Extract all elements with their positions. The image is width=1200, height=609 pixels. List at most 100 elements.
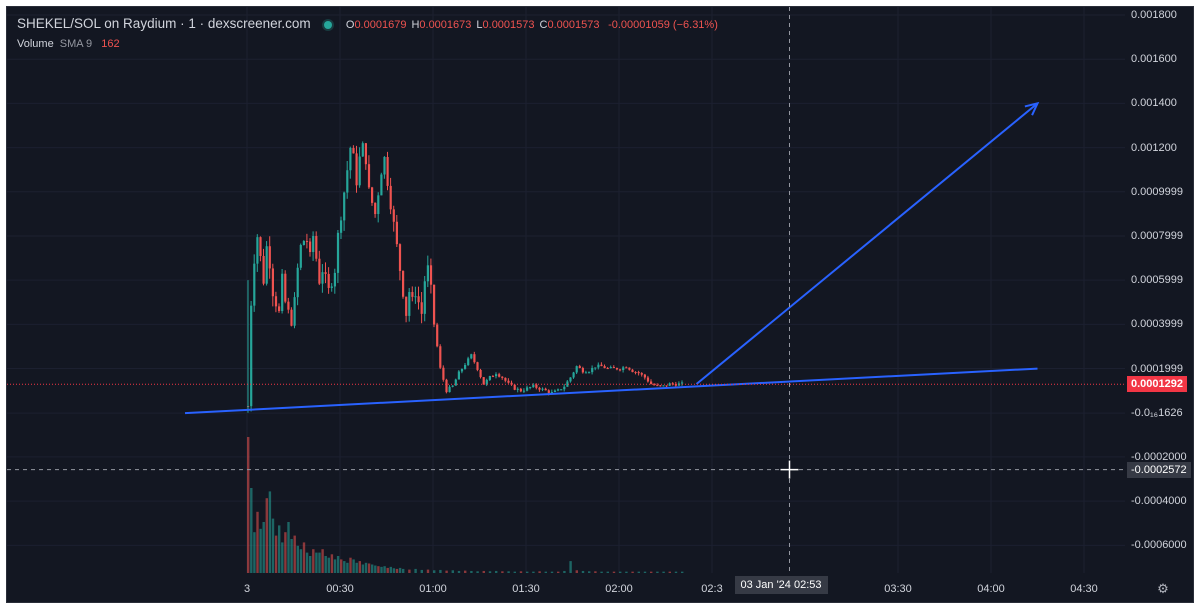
candle-body <box>268 246 271 269</box>
volume-bar <box>445 570 448 573</box>
candle-body <box>253 263 256 306</box>
volume-bar <box>358 561 361 573</box>
candle-body <box>591 367 594 373</box>
crosshair-time-tag: 03 Jan '24 02:53 <box>734 576 828 594</box>
volume-bar <box>343 561 346 573</box>
candle-body <box>448 386 451 393</box>
volume-bar <box>557 571 560 573</box>
candle-body <box>467 358 470 366</box>
candle-body <box>588 372 591 374</box>
volume-bar <box>327 557 330 573</box>
candles <box>247 141 684 413</box>
candle-body <box>634 372 637 374</box>
candle-body <box>603 366 606 369</box>
candle-body <box>671 383 674 385</box>
volume-bar <box>377 566 380 573</box>
price-change: -0.00001059 (−6.31%) <box>608 19 718 31</box>
ohlc-key: L <box>476 19 483 31</box>
candle-body <box>389 185 392 210</box>
volume-bar <box>392 568 396 573</box>
candle-body <box>594 367 597 369</box>
candle-body <box>364 143 367 165</box>
candle-body <box>343 192 346 221</box>
x-tick-label: 01:00 <box>419 583 447 595</box>
candle-body <box>271 268 274 297</box>
volume-bar <box>402 568 405 573</box>
volume-bar <box>352 559 355 573</box>
candle-body <box>299 244 302 268</box>
candle-body <box>495 374 498 377</box>
candle-body <box>482 377 485 385</box>
candle-body <box>386 156 389 186</box>
volume-bar <box>625 571 628 573</box>
volume-bar <box>420 569 423 573</box>
volume-bar <box>631 571 634 573</box>
candle-body <box>377 195 380 215</box>
candle-body <box>352 147 355 154</box>
y-tick-label: 0.0005999 <box>1131 274 1183 287</box>
candle-body <box>550 392 553 394</box>
candle-body <box>519 388 522 392</box>
volume-bar <box>302 542 306 573</box>
candle-body <box>402 270 405 297</box>
candle-body <box>383 156 386 175</box>
candle-body <box>274 296 278 307</box>
ohlc-value: 0.0001673 <box>419 19 472 31</box>
volume-bar <box>476 571 479 573</box>
candle-body <box>597 364 600 368</box>
volume-bar <box>488 571 492 573</box>
candle-body <box>625 367 628 369</box>
volume-bar <box>333 559 337 573</box>
volume-bar <box>305 552 309 573</box>
candle-body <box>380 174 383 196</box>
volume-bar <box>256 511 259 573</box>
candle-body <box>318 258 321 284</box>
candle-body <box>578 366 581 369</box>
candle-body <box>454 379 457 386</box>
candle-body <box>349 147 352 171</box>
volume-bar <box>271 518 275 573</box>
gear-icon[interactable]: ⚙ <box>1157 581 1169 596</box>
volume-bar <box>532 571 535 573</box>
volume-bar <box>349 557 352 573</box>
ohlc-key: C <box>539 19 548 31</box>
current-price-tag: 0.0001292 <box>1127 376 1187 393</box>
candle-body <box>340 220 343 233</box>
candle-body <box>522 390 526 392</box>
candle-body <box>547 390 550 393</box>
candle-body <box>262 255 265 284</box>
volume-bar <box>501 571 504 573</box>
candle-body <box>581 368 584 373</box>
volume-bar <box>681 571 684 573</box>
y-tick-label: 0.0003999 <box>1131 318 1183 331</box>
y-tick-label: 0.001400 <box>1131 97 1177 110</box>
candle-body <box>473 354 476 363</box>
crosshair <box>7 7 1125 573</box>
volume-bar <box>507 571 510 573</box>
x-tick-label: 02:00 <box>605 583 633 595</box>
volume-bar <box>656 571 659 573</box>
candle-body <box>355 153 358 186</box>
candle-body <box>333 272 336 287</box>
volume-bar <box>550 571 554 573</box>
candle-body <box>572 372 575 378</box>
chart-frame[interactable]: SHEKEL/SOL on Raydium · 1 · dexscreener.… <box>6 6 1194 603</box>
volume-bar <box>612 571 616 573</box>
volume-bar <box>318 552 321 573</box>
volume-bar <box>367 563 371 573</box>
volume-bar <box>650 571 653 573</box>
candle-body <box>504 377 507 381</box>
candle-body <box>395 221 398 245</box>
candle-body <box>398 244 402 271</box>
chart-canvas[interactable] <box>7 7 1194 603</box>
candle-body <box>330 286 333 288</box>
candle-body <box>426 265 429 282</box>
candle-body <box>516 388 519 390</box>
candle-body <box>315 236 318 259</box>
volume-bar <box>296 545 299 573</box>
volume-bar <box>265 498 268 573</box>
volume-bar <box>414 568 417 573</box>
volume-bar <box>395 568 399 573</box>
volume-bar <box>643 571 647 573</box>
candle-body <box>470 354 473 359</box>
